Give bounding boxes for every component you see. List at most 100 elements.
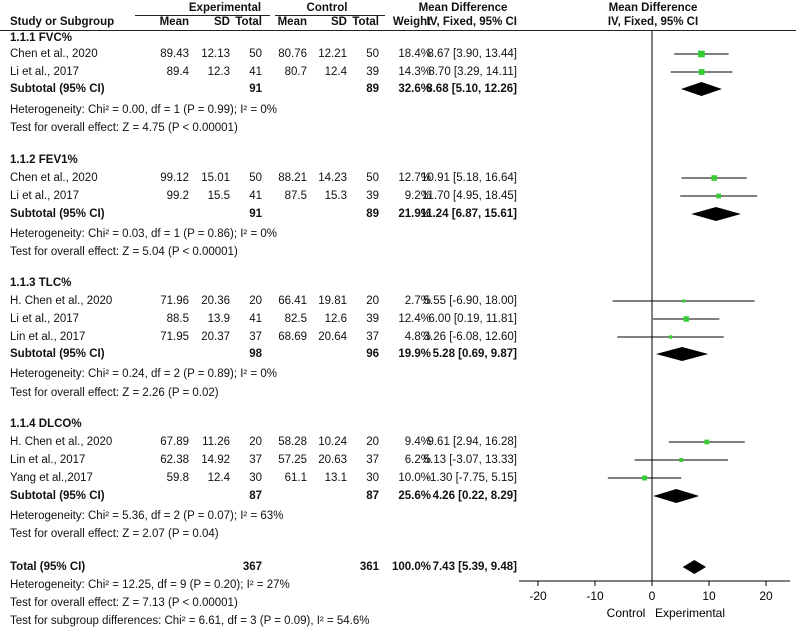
subtotal-ci: 4.26 [0.22, 8.29] [432,490,517,502]
exp-mean: 88.5 [166,313,189,325]
study-weight: 12.7% [398,172,431,184]
x-tick-label: 0 [649,589,656,603]
subgroup-title: 1.1.2 FEV1% [10,154,78,166]
study-ci: 8.67 [3.90, 13.44] [427,48,517,60]
subgroup-overall-effect: Test for overall effect: Z = 4.75 (P < 0… [10,122,238,134]
subgroup-heterogeneity: Heterogeneity: Chi² = 0.00, df = 1 (P = … [10,104,277,116]
study-weight: 4.8% [404,331,431,343]
exp-total: 41 [249,313,262,325]
ctrl-mean: 80.7 [284,66,307,78]
study-name: H. Chen et al., 2020 [10,436,113,448]
ctrl-mean: 80.76 [278,48,307,60]
header-control: Control [306,2,348,14]
ctrl-mean: 68.69 [278,331,307,343]
header-exp-mean: Mean [159,16,189,28]
ctrl-sd: 20.63 [318,454,347,466]
ctrl-mean: 66.41 [278,295,307,307]
ctrl-sd: 10.24 [318,436,347,448]
exp-sd: 13.9 [207,313,230,325]
subtotal-ci: 5.28 [0.69, 9.87] [432,348,517,360]
study-name: Li et al., 2017 [10,66,80,78]
study-weight: 10.0% [398,472,431,484]
total-weight: 100.0% [391,561,431,573]
study-marker [704,439,710,445]
ctrl-mean: 61.1 [284,472,307,484]
header-ctrl-total: Total [352,16,379,28]
study-ci: 6.00 [0.19, 11.81] [428,313,517,325]
study-marker [698,50,705,58]
subgroup-title: 1.1.4 DLCO% [10,418,82,430]
exp-sd: 20.37 [201,331,230,343]
ctrl-sd: 12.6 [324,313,347,325]
exp-total: 20 [249,295,262,307]
exp-mean: 67.89 [160,436,189,448]
subtotal-exp-total: 98 [249,348,262,360]
subtotal-weight: 25.6% [398,490,431,502]
exp-mean: 71.95 [160,331,189,343]
header-mean-difference-plot: Mean Difference [608,2,698,14]
header-ctrl-sd: SD [331,16,347,28]
study-marker [716,193,722,199]
ctrl-total: 37 [366,454,379,466]
header-bottom-rule [0,30,796,31]
ctrl-total: 50 [366,172,379,184]
header-method: IV, Fixed, 95% CI [426,16,517,28]
total-diamond [682,560,707,574]
subgroup-heterogeneity: Heterogeneity: Chi² = 5.36, df = 2 (P = … [10,510,284,522]
x-tick-label: 10 [702,589,716,603]
subtotal-weight: 19.9% [398,348,431,360]
exp-total: 37 [249,331,262,343]
study-ci: 10.91 [5.18, 16.64] [421,172,517,184]
study-marker [682,299,686,303]
exp-sd: 12.4 [207,472,230,484]
ctrl-sd: 14.23 [318,172,347,184]
ctrl-sd: 13.1 [324,472,347,484]
total-exp-total: 367 [242,561,262,573]
ctrl-total: 30 [366,472,379,484]
subtotal-diamond [655,347,709,361]
ctrl-total: 20 [366,436,379,448]
exp-mean: 99.2 [166,190,189,202]
exp-total: 41 [249,190,262,202]
study-weight: 18.4% [398,48,431,60]
study-weight: 9.4% [404,436,431,448]
x-label-control: Control [607,606,646,620]
ctrl-total: 39 [366,190,379,202]
study-name: Li et al., 2017 [10,313,80,325]
exp-sd: 20.36 [201,295,230,307]
total-overall-effect: Test for overall effect: Z = 7.13 (P < 0… [10,597,238,609]
subgroup-overall-effect: Test for overall effect: Z = 2.26 (P = 0… [10,387,219,399]
ctrl-sd: 19.81 [318,295,347,307]
x-tick-label: -20 [529,589,547,603]
header-weight: Weight [392,16,431,28]
study-marker [642,475,648,481]
total-label: Total (95% CI) [10,561,86,573]
study-name: Yang et al.,2017 [10,472,93,484]
exp-sd: 14.92 [201,454,230,466]
subtotal-ci: 8.68 [5.10, 12.26] [426,83,517,95]
study-weight: 9.2% [404,190,431,202]
exp-sd: 15.5 [207,190,230,202]
x-tick-label: -10 [586,589,604,603]
subgroup-title: 1.1.3 TLC% [10,277,72,289]
subtotal-label: Subtotal (95% CI) [10,83,105,95]
subtotal-diamond [653,489,700,503]
exp-sd: 12.3 [207,66,230,78]
ctrl-sd: 12.4 [324,66,347,78]
study-name: Li et al., 2017 [10,190,80,202]
header-exp-total: Total [235,16,262,28]
exp-sd: 12.13 [201,48,230,60]
exp-total: 37 [249,454,262,466]
subtotal-diamond [691,207,741,221]
subtotal-exp-total: 91 [249,83,262,95]
header-study: Study or Subgroup [10,16,115,28]
subtotal-weight: 21.9% [398,208,431,220]
exp-total: 41 [249,66,262,78]
study-weight: 6.2% [404,454,431,466]
exp-total: 50 [249,48,262,60]
ctrl-sd: 12.21 [318,48,347,60]
study-ci: 5.13 [-3.07, 13.33] [423,454,517,466]
ctrl-mean: 58.28 [278,436,307,448]
study-marker [679,458,684,462]
